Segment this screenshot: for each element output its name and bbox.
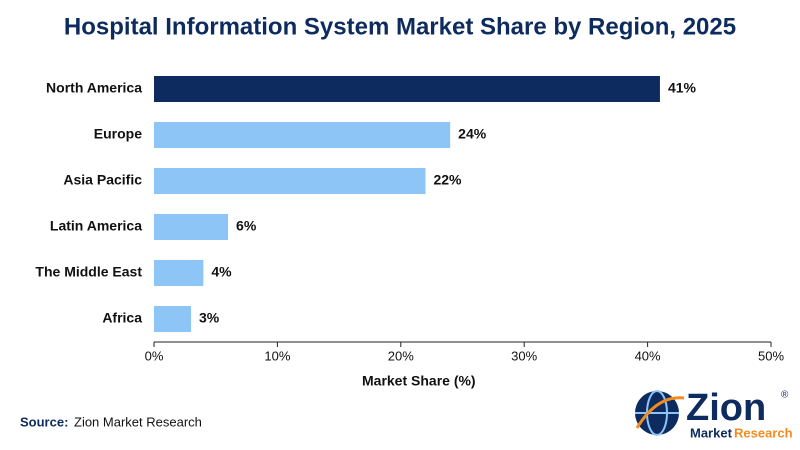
bar: [154, 260, 204, 286]
source-text: Zion Market Research: [74, 414, 202, 429]
value-label: 4%: [211, 264, 232, 280]
y-tick-label: North America: [46, 80, 142, 96]
logo-tagline: Market: [690, 425, 733, 440]
bar: [154, 168, 426, 194]
bar: [154, 122, 451, 148]
y-tick-label: Asia Pacific: [63, 172, 142, 188]
y-tick-label: The Middle East: [35, 264, 142, 280]
bar: [154, 306, 192, 332]
logo-swoosh: [635, 396, 685, 429]
x-axis-label: Market Share (%): [362, 373, 476, 389]
x-tick-label: 0%: [145, 348, 164, 363]
x-tick-label: 20%: [388, 348, 414, 363]
bar: [154, 76, 660, 102]
value-label: 3%: [199, 310, 220, 326]
logo: Zion ® Market Research: [635, 387, 793, 440]
value-label: 41%: [668, 80, 697, 96]
y-tick-label: Latin America: [50, 218, 142, 234]
value-label: 6%: [236, 218, 257, 234]
y-tick-label: Europe: [94, 126, 142, 142]
x-tick-label: 50%: [758, 348, 784, 363]
logo-tagline: Research: [734, 425, 793, 440]
y-tick-label: Africa: [102, 310, 142, 326]
source-label: Source:: [20, 414, 68, 429]
logo-name: Zion: [686, 387, 766, 429]
x-tick-label: 30%: [511, 348, 537, 363]
bar: [154, 214, 229, 240]
x-tick-label: 40%: [635, 348, 661, 363]
chart-title: Hospital Information System Market Share…: [64, 13, 736, 40]
value-label: 24%: [458, 126, 487, 142]
logo-mark: ®: [781, 390, 789, 401]
value-label: 22%: [433, 172, 462, 188]
x-tick-label: 10%: [264, 348, 290, 363]
